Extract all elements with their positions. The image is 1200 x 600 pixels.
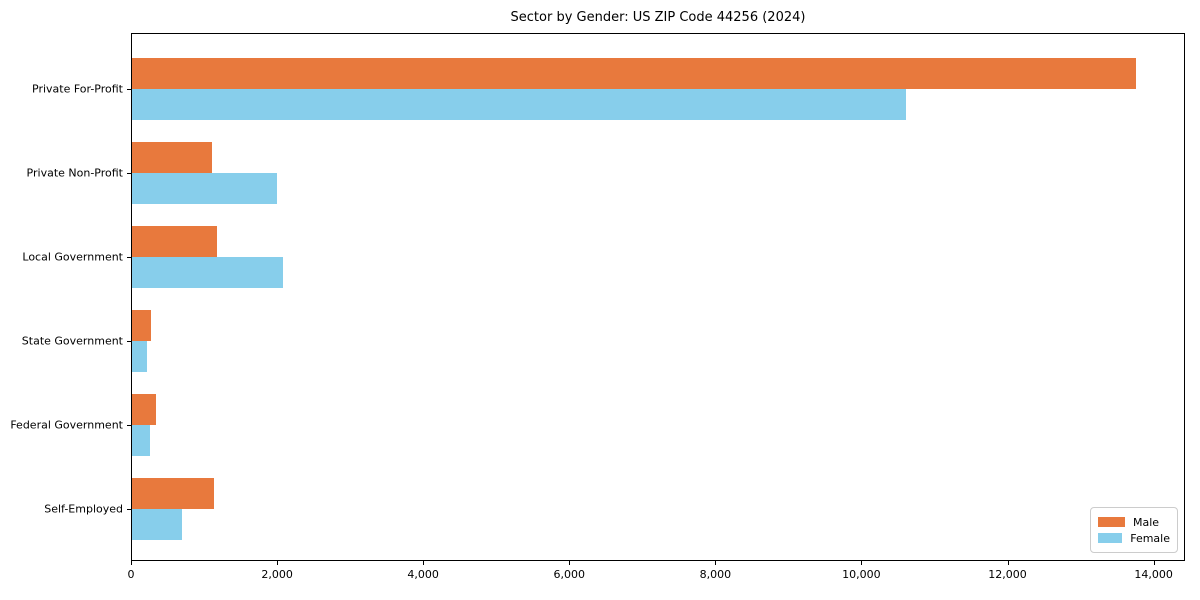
x-tick-mark <box>569 561 571 565</box>
bar-male-4 <box>132 394 156 425</box>
bar-female-1 <box>132 173 277 204</box>
x-tick-mark <box>423 561 425 565</box>
y-tick-label: Private For-Profit <box>32 82 123 96</box>
x-tick-mark <box>131 561 132 565</box>
bar-female-3 <box>132 341 147 372</box>
y-tick-mark <box>127 89 131 90</box>
legend-label-male: Male <box>1133 515 1160 529</box>
y-tick-mark <box>127 509 131 510</box>
y-tick-mark <box>127 341 131 342</box>
x-tick-label: 14,000 <box>1134 568 1173 581</box>
y-tick-label: Local Government <box>22 250 123 264</box>
y-tick-label: State Government <box>21 334 123 348</box>
chart-title: Sector by Gender: US ZIP Code 44256 (202… <box>510 10 806 25</box>
legend: Male Female <box>1090 507 1178 553</box>
y-tick-mark <box>127 425 131 426</box>
x-tick-label: 8,000 <box>699 568 732 581</box>
female-swatch <box>1098 533 1123 543</box>
x-tick-label: 4,000 <box>407 568 439 581</box>
x-tick-mark <box>715 561 717 565</box>
bar-male-5 <box>132 478 214 509</box>
legend-item-female: Female <box>1098 533 1170 544</box>
bar-male-1 <box>132 142 212 173</box>
male-swatch <box>1098 517 1125 527</box>
legend-label-female: Female <box>1130 531 1170 545</box>
x-tick-label: 0 <box>127 568 135 581</box>
y-tick-label: Self-Employed <box>44 502 123 516</box>
bar-female-4 <box>132 425 150 456</box>
bar-female-2 <box>132 257 283 288</box>
x-tick-mark <box>1153 561 1155 565</box>
x-tick-label: 12,000 <box>988 568 1027 581</box>
bar-female-5 <box>132 509 182 540</box>
x-tick-mark <box>861 561 863 565</box>
bar-male-0 <box>132 58 1136 89</box>
bar-female-0 <box>132 89 906 120</box>
y-tick-label: Federal Government <box>10 418 123 432</box>
legend-item-male: Male <box>1098 517 1170 528</box>
x-tick-mark <box>277 561 279 565</box>
bar-male-3 <box>132 310 151 341</box>
y-tick-label: Private Non-Profit <box>26 166 123 180</box>
x-tick-label: 10,000 <box>842 568 881 581</box>
y-tick-mark <box>127 173 131 174</box>
x-tick-label: 6,000 <box>553 568 586 581</box>
x-tick-label: 2,000 <box>261 568 293 581</box>
y-tick-mark <box>127 257 131 258</box>
bar-male-2 <box>132 226 217 257</box>
x-tick-mark <box>1007 561 1009 565</box>
plot-area <box>131 33 1185 561</box>
